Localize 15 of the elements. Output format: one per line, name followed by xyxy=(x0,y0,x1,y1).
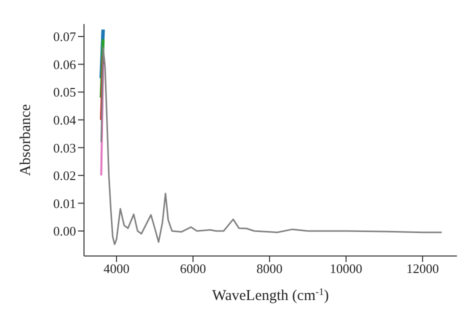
x-tick-label: 6000 xyxy=(180,261,206,276)
x-tick-label: 4000 xyxy=(104,261,130,276)
y-tick-label: 0.01 xyxy=(53,196,76,211)
x-tick-label: 10000 xyxy=(330,261,362,276)
y-tick-label: 0.02 xyxy=(53,168,76,184)
x-axis-title: WaveLength (cm$^{-1}$) xyxy=(212,286,329,304)
y-tick-label: 0.00 xyxy=(53,224,76,239)
y-tick-label: 0.06 xyxy=(53,56,76,72)
x-tick-label: 8000 xyxy=(256,261,283,276)
y-tick-label: 0.07 xyxy=(53,29,76,44)
y-tick-label: 0.05 xyxy=(53,84,76,100)
y-axis-title: Absorbance xyxy=(18,104,34,176)
y-tick-label: 0.03 xyxy=(53,140,76,156)
y-tick-label: 0.04 xyxy=(53,112,76,128)
x-tick-label: 12000 xyxy=(406,261,439,276)
